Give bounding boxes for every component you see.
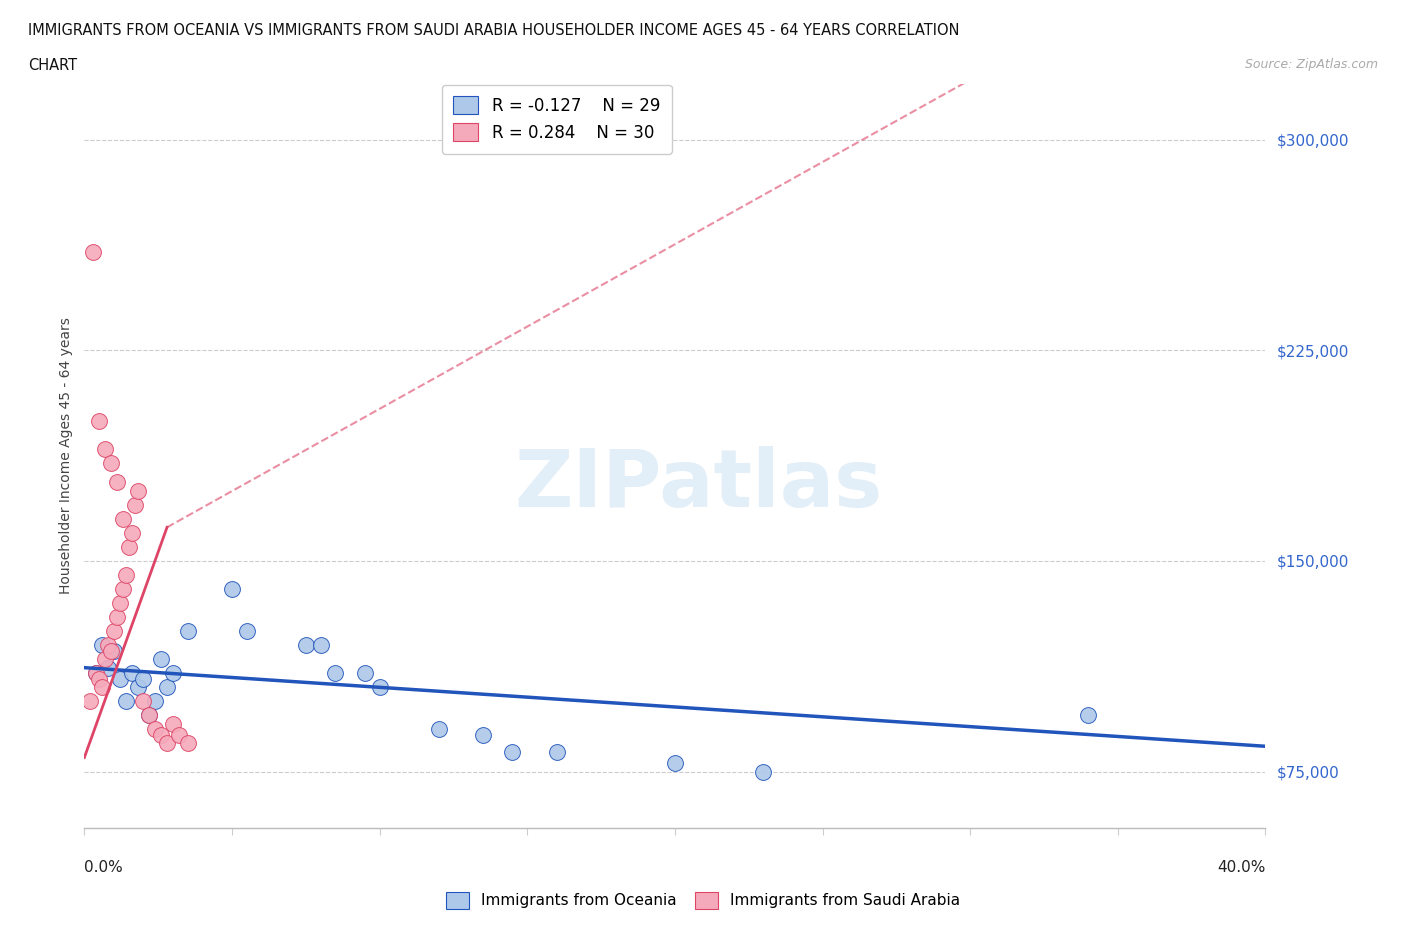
Point bbox=[87, 671, 111, 686]
Point bbox=[546, 744, 568, 759]
Point bbox=[114, 694, 136, 709]
Point bbox=[103, 644, 125, 658]
Point bbox=[1077, 708, 1099, 723]
Point bbox=[295, 638, 318, 653]
Text: CHART: CHART bbox=[28, 58, 77, 73]
Point bbox=[97, 638, 120, 653]
Point bbox=[138, 708, 160, 723]
Point bbox=[752, 764, 775, 779]
Text: ZIPatlas: ZIPatlas bbox=[515, 446, 883, 525]
Point bbox=[100, 456, 122, 471]
Point bbox=[124, 498, 146, 512]
Point bbox=[121, 666, 143, 681]
Legend: R = -0.127    N = 29, R = 0.284    N = 30: R = -0.127 N = 29, R = 0.284 N = 30 bbox=[441, 85, 672, 153]
Point bbox=[94, 652, 117, 667]
Point bbox=[84, 666, 107, 681]
Point bbox=[156, 680, 179, 695]
Point bbox=[82, 245, 104, 259]
Text: IMMIGRANTS FROM OCEANIA VS IMMIGRANTS FROM SAUDI ARABIA HOUSEHOLDER INCOME AGES : IMMIGRANTS FROM OCEANIA VS IMMIGRANTS FR… bbox=[28, 23, 960, 38]
Point bbox=[121, 525, 143, 540]
Point bbox=[143, 694, 166, 709]
Point bbox=[150, 652, 173, 667]
Point bbox=[91, 638, 114, 653]
Point bbox=[221, 581, 243, 596]
Point bbox=[108, 671, 131, 686]
Point bbox=[111, 581, 134, 596]
Point bbox=[105, 475, 128, 490]
Point bbox=[177, 624, 200, 639]
Point bbox=[111, 512, 134, 526]
Text: 40.0%: 40.0% bbox=[1218, 860, 1265, 875]
Point bbox=[472, 727, 495, 742]
Point bbox=[127, 484, 149, 498]
Point bbox=[368, 680, 391, 695]
Point bbox=[79, 694, 101, 709]
Point bbox=[87, 413, 111, 428]
Text: 0.0%: 0.0% bbox=[84, 860, 124, 875]
Point bbox=[127, 680, 149, 695]
Point bbox=[150, 727, 173, 742]
Point bbox=[354, 666, 377, 681]
Point bbox=[132, 694, 155, 709]
Point bbox=[162, 716, 184, 731]
Point bbox=[84, 666, 107, 681]
Point bbox=[664, 756, 686, 771]
Point bbox=[162, 666, 184, 681]
Point bbox=[94, 441, 117, 456]
Legend: Immigrants from Oceania, Immigrants from Saudi Arabia: Immigrants from Oceania, Immigrants from… bbox=[437, 883, 969, 918]
Point bbox=[97, 660, 120, 675]
Point bbox=[114, 567, 136, 582]
Point bbox=[177, 736, 200, 751]
Point bbox=[427, 722, 450, 737]
Point bbox=[100, 644, 122, 658]
Text: Source: ZipAtlas.com: Source: ZipAtlas.com bbox=[1244, 58, 1378, 71]
Point bbox=[156, 736, 179, 751]
Point bbox=[118, 539, 141, 554]
Point bbox=[143, 722, 166, 737]
Point bbox=[167, 727, 190, 742]
Point bbox=[323, 666, 347, 681]
Y-axis label: Householder Income Ages 45 - 64 years: Householder Income Ages 45 - 64 years bbox=[59, 317, 73, 594]
Point bbox=[132, 671, 155, 686]
Point bbox=[501, 744, 523, 759]
Point bbox=[103, 624, 125, 639]
Point bbox=[235, 624, 259, 639]
Point bbox=[91, 680, 114, 695]
Point bbox=[309, 638, 332, 653]
Point bbox=[138, 708, 160, 723]
Point bbox=[105, 610, 128, 625]
Point bbox=[108, 595, 131, 610]
